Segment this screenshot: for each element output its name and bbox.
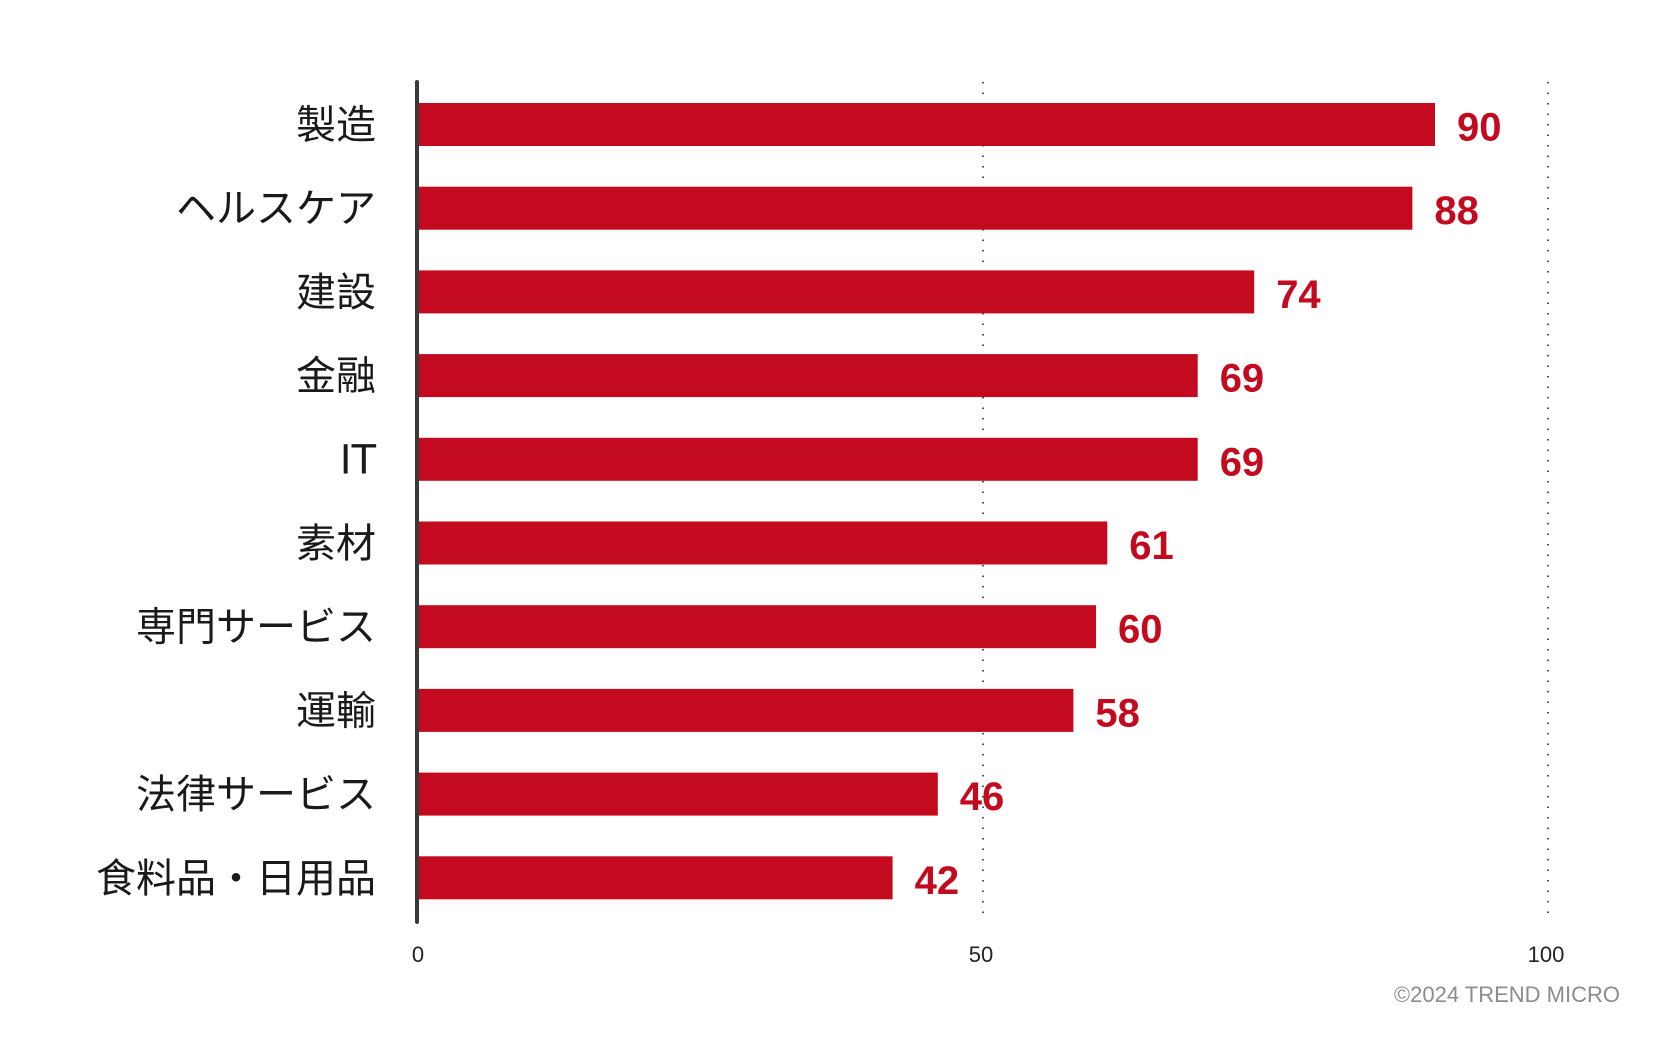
x-tick-label: 0 (412, 942, 424, 967)
bar (418, 186, 1413, 230)
bar (418, 856, 893, 900)
bar (418, 270, 1255, 314)
category-label: 製造 (296, 103, 376, 149)
value-label: 88 (1434, 189, 1479, 233)
value-label: 58 (1095, 691, 1140, 735)
copyright-text: ©2024 TREND MICRO (1393, 982, 1620, 1007)
value-label: 69 (1220, 440, 1265, 484)
value-label: 74 (1276, 273, 1321, 317)
value-label: 42 (915, 859, 960, 903)
bar (418, 772, 938, 816)
x-tick-label: 100 (1528, 942, 1565, 967)
value-label: 90 (1457, 106, 1502, 150)
x-tick-label: 50 (969, 942, 993, 967)
bar (418, 605, 1096, 649)
category-label: 建設 (296, 270, 376, 316)
category-label: 専門サービス (136, 605, 376, 651)
category-label: ヘルスケア (176, 186, 376, 232)
bar (418, 103, 1435, 146)
value-label: 60 (1118, 608, 1163, 652)
category-label: 運輸 (296, 688, 376, 734)
category-label: IT (340, 437, 377, 483)
category-label: 金融 (296, 354, 376, 400)
category-label: 法律サービス (136, 772, 376, 818)
bar (418, 521, 1108, 565)
value-label: 69 (1220, 357, 1265, 401)
value-label: 46 (960, 775, 1005, 819)
category-label: 素材 (296, 521, 376, 567)
value-label: 61 (1129, 524, 1174, 568)
bar (418, 354, 1198, 398)
bar (418, 437, 1198, 481)
bar (418, 688, 1074, 732)
category-label: 食料品・日用品 (96, 856, 376, 902)
